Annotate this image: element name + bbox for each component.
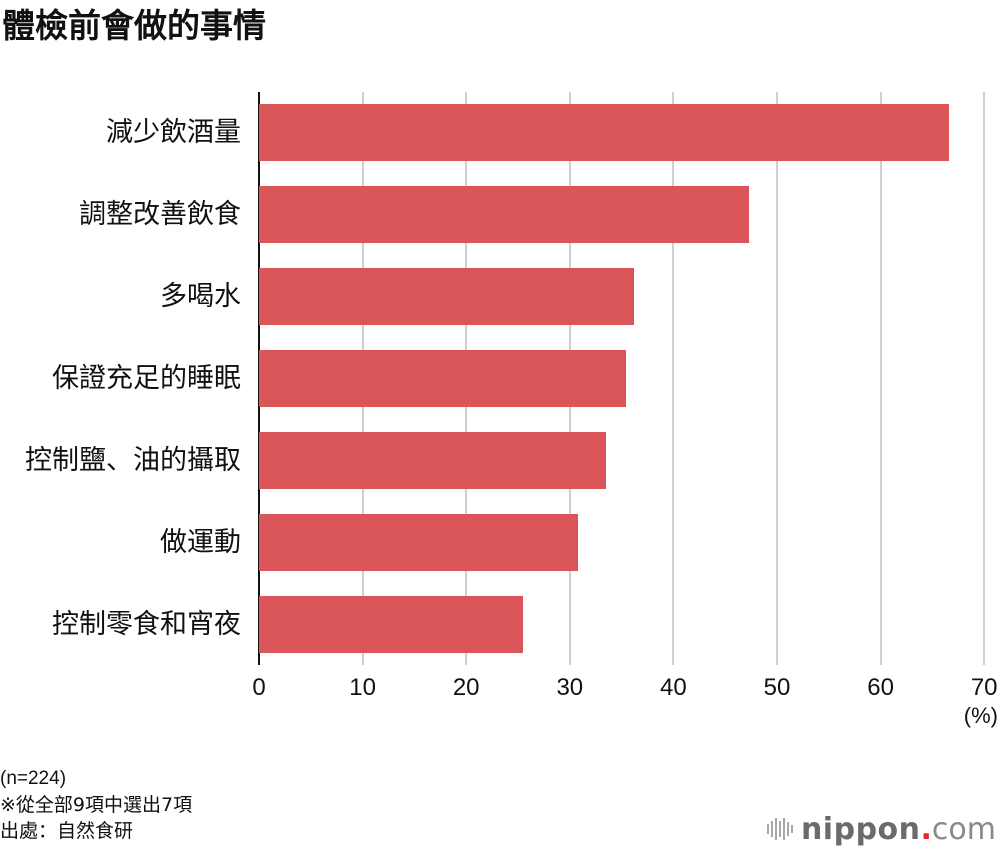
gridline <box>776 92 778 665</box>
source-note: 出處：自然食研 <box>0 820 134 842</box>
bar-chart: 減少飲酒量 調整改善飲食 多喝水 保證充足的睡眠 控制鹽、油的攝取 做運動 控制零食和宵夜 … <box>25 92 998 728</box>
x-tick-label: 40 <box>660 674 687 701</box>
category-label: 做運動 <box>160 527 241 558</box>
category-label: 保證充足的睡眠 <box>52 363 241 394</box>
bar <box>259 186 750 243</box>
x-tick-label: 0 <box>252 674 266 701</box>
bar <box>259 350 626 407</box>
logo-dot: . <box>920 811 932 847</box>
sound-bars-icon <box>766 818 793 840</box>
chart-notes: (n=224) ※從全部9項中選出7項 出處：自然食研 <box>0 766 192 844</box>
bar <box>259 432 607 489</box>
gridline <box>983 92 986 665</box>
bar <box>259 514 579 571</box>
gridline <box>672 92 675 665</box>
sample-size-note: (n=224) <box>0 768 67 789</box>
nippon-logo: nippon. com <box>766 811 996 847</box>
x-tick-label: 30 <box>556 674 584 701</box>
category-label: 控制鹽、油的攝取 <box>25 445 241 476</box>
logo-tld: com <box>931 811 996 847</box>
x-tick-label: 60 <box>867 674 894 701</box>
category-label: 減少飲酒量 <box>106 117 241 148</box>
category-label: 調整改善飲食 <box>79 199 241 230</box>
x-tick-label: 20 <box>452 674 480 701</box>
category-label: 控制零食和宵夜 <box>52 609 241 640</box>
bar <box>259 596 524 653</box>
x-tick-label: 50 <box>763 674 791 701</box>
category-label: 多喝水 <box>160 281 241 312</box>
logo-word: nippon <box>800 811 921 847</box>
gridline <box>879 92 882 665</box>
chart-title: 體檢前會做的事情 <box>2 6 266 45</box>
x-tick-label: 70 <box>970 674 998 701</box>
bar <box>259 104 949 161</box>
x-axis-unit: (%) <box>963 703 998 728</box>
x-tick-label: 10 <box>349 674 376 701</box>
selection-note: ※從全部9項中選出7項 <box>0 794 193 816</box>
bar <box>259 268 635 325</box>
